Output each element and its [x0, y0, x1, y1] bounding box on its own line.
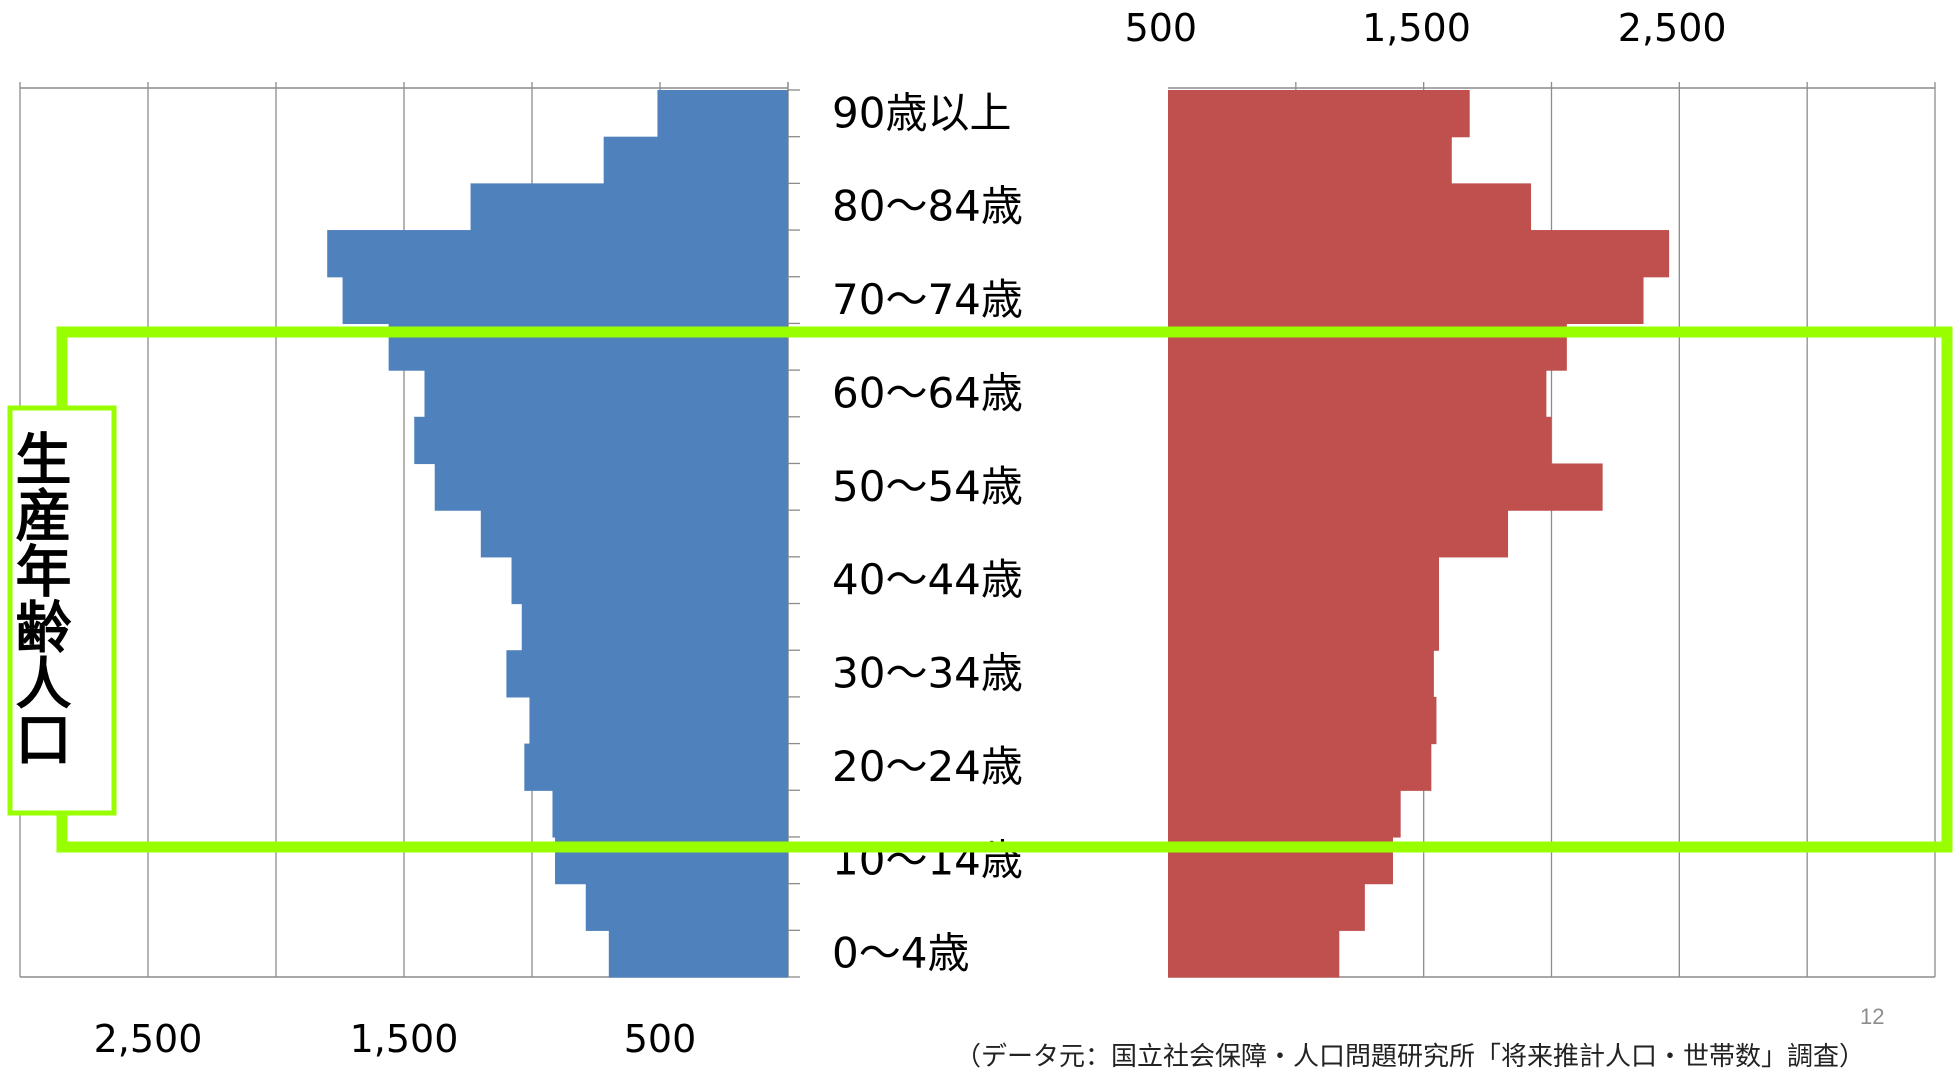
category-label: 50～54歳 — [832, 462, 1023, 511]
category-label: 40～44歳 — [832, 555, 1023, 604]
right-bar — [1168, 556, 1440, 605]
right-bar — [1168, 90, 1470, 138]
page-number: 12 — [1860, 1004, 1885, 1029]
category-label: 70～74歳 — [832, 275, 1023, 324]
source-note: （データ元：国立社会保障・人口問題研究所「将来推計人口・世帯数」調査） — [955, 1042, 1866, 1072]
right-bar — [1168, 790, 1401, 838]
left-bar — [342, 276, 788, 325]
right-bar — [1168, 930, 1340, 978]
right-bar — [1168, 370, 1547, 418]
left-bar — [434, 463, 788, 511]
left-bar — [521, 603, 788, 651]
category-label: 60～64歳 — [832, 368, 1023, 417]
category-label: 30～34歳 — [832, 649, 1023, 698]
working-age-label: 生産年齢人口 — [6, 430, 71, 766]
category-label: 80～84歳 — [832, 182, 1023, 231]
left-bar — [511, 556, 788, 605]
right-bar — [1168, 230, 1670, 278]
category-label: 20～24歳 — [832, 742, 1023, 791]
right-bar — [1168, 883, 1365, 931]
right-bar — [1168, 183, 1532, 231]
left-bar — [327, 230, 788, 278]
left-bar — [480, 510, 788, 558]
right-bar — [1168, 463, 1603, 511]
left-bar — [657, 90, 788, 138]
working-age-label-frame — [7, 405, 117, 816]
right-bar — [1168, 416, 1552, 465]
left-tick-label: 1,500 — [350, 1017, 459, 1060]
right-bar — [1168, 136, 1452, 184]
category-label: 90歳以上 — [832, 88, 1011, 137]
left-bar — [552, 790, 788, 838]
left-bar — [524, 743, 788, 791]
right-bar — [1168, 743, 1432, 791]
left-bar — [424, 370, 788, 418]
left-bar — [470, 183, 788, 231]
left-bar — [603, 136, 788, 184]
left-bar — [585, 883, 788, 931]
right-bar — [1168, 650, 1434, 698]
left-tick-label: 500 — [624, 1017, 697, 1060]
right-tick-label: 2,500 — [1618, 6, 1727, 50]
right-bar — [1168, 696, 1437, 745]
left-bar — [414, 416, 788, 465]
right-bar — [1168, 510, 1509, 558]
left-tick-label: 2,500 — [94, 1017, 203, 1060]
right-bar — [1168, 603, 1440, 651]
left-bar — [506, 650, 788, 698]
left-bar — [608, 930, 788, 978]
category-label: 0～4歳 — [832, 929, 969, 978]
right-tick-label: 1,500 — [1362, 6, 1471, 50]
right-bar — [1168, 276, 1644, 325]
left-bar — [529, 696, 788, 745]
right-tick-label: 500 — [1125, 6, 1198, 50]
